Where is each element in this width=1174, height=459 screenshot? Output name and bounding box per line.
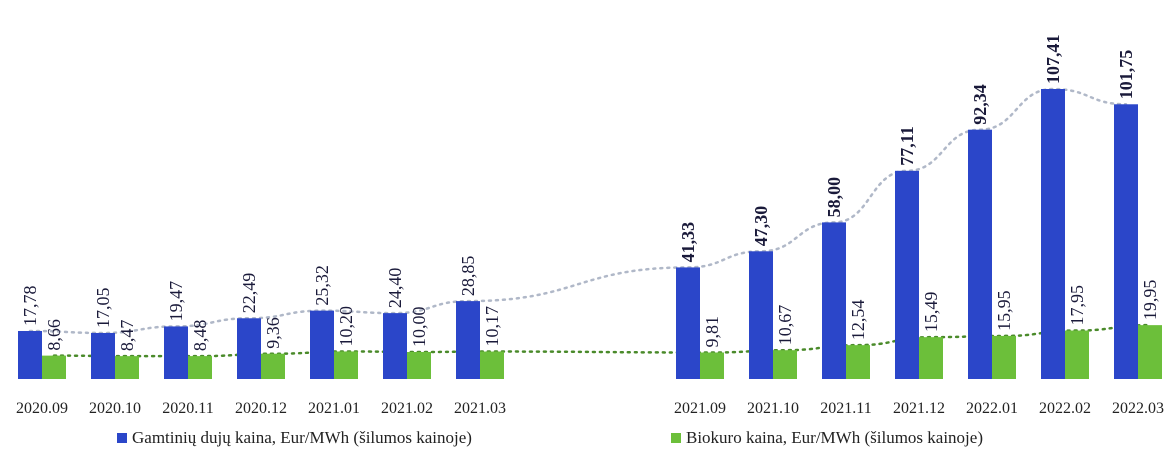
bar-biofuel [1065,330,1089,379]
x-tick-label: 2021.03 [454,400,506,417]
data-label-biofuel: 15,95 [994,290,1014,331]
data-label-biofuel: 15,49 [921,292,941,333]
bar-biofuel [480,351,504,379]
data-label-gas: 41,33 [678,222,698,263]
x-tick-label: 2020.12 [235,400,287,417]
bar-gas [91,332,115,379]
data-label-biofuel: 9,81 [702,316,722,348]
bar-gas [164,326,188,379]
bar-gas [968,129,992,379]
data-label-biofuel: 8,66 [44,319,64,351]
data-label-gas: 101,75 [1116,50,1136,100]
bar-gas [383,313,407,379]
data-label-gas: 77,11 [897,126,917,166]
x-axis: 2020.09 2020.10 2020.11 2020.12 2021.01 2021.… [16,400,1164,417]
data-label-biofuel: 8,48 [190,320,210,352]
data-label-biofuel: 10,20 [336,306,356,347]
x-tick-label: 2020.09 [16,400,68,417]
x-tick-label: 2021.09 [674,400,726,417]
bar-biofuel [407,352,431,379]
bar-biofuel [115,356,139,379]
data-label-biofuel: 17,95 [1067,285,1087,326]
bar-gas [1114,104,1138,380]
legend-biofuel: Biokuro kaina, Eur/MWh (šilumos kainoje) [671,428,983,448]
x-tick-label: 2022.01 [966,400,1018,417]
bar-biofuel [992,335,1016,379]
data-label-biofuel: 8,47 [117,320,137,352]
data-label-gas: 92,34 [970,84,990,125]
data-label-gas: 19,47 [166,281,186,322]
bar-biofuel [334,351,358,379]
bar-biofuel [919,337,943,379]
x-tick-label: 2021.10 [747,400,799,417]
data-label-gas: 28,85 [458,256,478,297]
x-tick-label: 2021.11 [820,400,871,417]
bar-biofuel [773,350,797,379]
bar-biofuel [846,345,870,379]
x-tick-label: 2022.02 [1039,400,1091,417]
data-label-gas: 17,05 [93,287,113,328]
legend-biofuel-swatch [671,433,681,443]
bar-gas [676,267,700,379]
data-label-gas: 17,78 [20,285,40,326]
x-tick-label: 2020.11 [162,400,213,417]
x-tick-label: 2021.01 [308,400,360,417]
x-tick-label: 2021.12 [893,400,945,417]
bar-gas [822,222,846,379]
bar-biofuel [42,355,66,379]
data-label-biofuel: 10,00 [409,307,429,348]
bar-gas [895,170,919,379]
data-label-gas: 58,00 [824,177,844,218]
bars [18,89,1162,380]
legend-biofuel-label: Biokuro kaina, Eur/MWh (šilumos kainoje) [686,428,983,447]
data-label-gas: 47,30 [751,206,771,247]
x-tick-label: 2021.02 [381,400,433,417]
bar-gas [310,310,334,379]
bar-gas [237,318,261,379]
trendline-gas [28,87,1128,335]
legend-gas-swatch [117,433,127,443]
bar-gas [1041,89,1065,379]
data-label-gas: 25,32 [312,265,332,306]
bar-biofuel [1138,325,1162,379]
x-tick-label: 2022.03 [1112,400,1164,417]
data-label-gas: 24,40 [385,268,405,309]
bar-gas [456,301,480,379]
data-label-biofuel: 10,17 [482,306,502,347]
bar-gas [18,330,42,379]
legend-gas-label: Gamtinių dujų kaina, Eur/MWh (šilumos ka… [132,428,472,447]
data-label-gas: 22,49 [239,273,259,314]
data-labels: 17,788,66 17,058,47 19,478,48 22,499,36 25,3… [20,35,1160,352]
data-label-biofuel: 12,54 [848,300,868,341]
x-tick-label: 2020.10 [89,400,141,417]
bar-biofuel [261,353,285,379]
data-label-gas: 107,41 [1043,35,1063,85]
bar-gas [749,251,773,379]
bar-biofuel [188,356,212,379]
data-label-biofuel: 19,95 [1140,280,1160,321]
legend-gas: Gamtinių dujų kaina, Eur/MWh (šilumos ka… [117,428,472,448]
data-label-biofuel: 10,67 [775,305,795,346]
bar-biofuel [700,352,724,379]
data-label-biofuel: 9,36 [263,317,283,349]
